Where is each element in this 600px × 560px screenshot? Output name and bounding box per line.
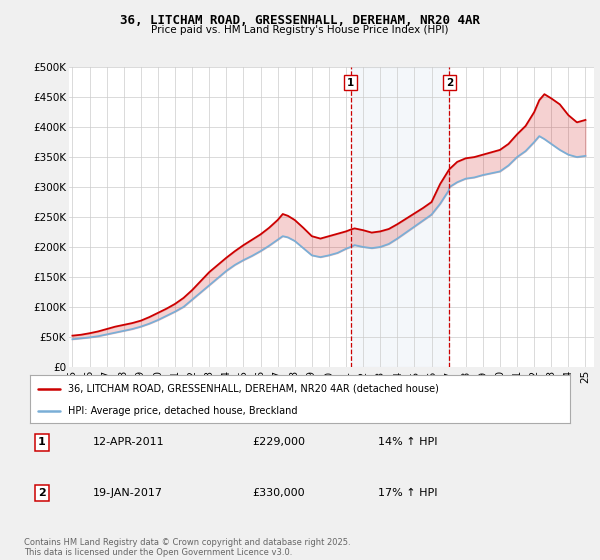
Text: 1: 1 (38, 437, 46, 447)
Text: Price paid vs. HM Land Registry's House Price Index (HPI): Price paid vs. HM Land Registry's House … (151, 25, 449, 35)
Text: 17% ↑ HPI: 17% ↑ HPI (378, 488, 437, 498)
Text: 1: 1 (347, 78, 354, 88)
Text: 12-APR-2011: 12-APR-2011 (93, 437, 164, 447)
Text: 36, LITCHAM ROAD, GRESSENHALL, DEREHAM, NR20 4AR (detached house): 36, LITCHAM ROAD, GRESSENHALL, DEREHAM, … (68, 384, 439, 394)
Text: 2: 2 (38, 488, 46, 498)
Text: 14% ↑ HPI: 14% ↑ HPI (378, 437, 437, 447)
Bar (350, 67, 449, 367)
Text: 36, LITCHAM ROAD, GRESSENHALL, DEREHAM, NR20 4AR: 36, LITCHAM ROAD, GRESSENHALL, DEREHAM, … (120, 14, 480, 27)
Text: HPI: Average price, detached house, Breckland: HPI: Average price, detached house, Brec… (68, 406, 298, 416)
Text: 2: 2 (446, 78, 453, 88)
Text: 19-JAN-2017: 19-JAN-2017 (93, 488, 163, 498)
Text: £229,000: £229,000 (252, 437, 305, 447)
Text: £330,000: £330,000 (252, 488, 305, 498)
Text: Contains HM Land Registry data © Crown copyright and database right 2025.
This d: Contains HM Land Registry data © Crown c… (24, 538, 350, 557)
